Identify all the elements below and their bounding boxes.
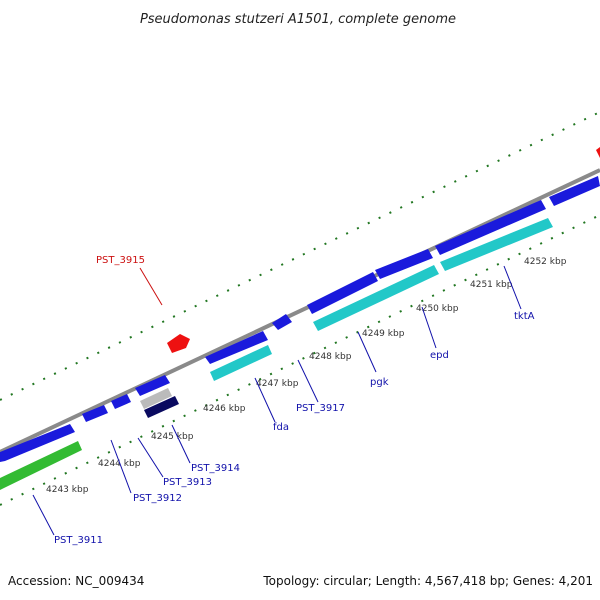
- cds-cyan-feature[interactable]: [313, 265, 439, 331]
- cds-forward-feature[interactable]: [435, 200, 546, 255]
- cds-forward-feature[interactable]: [272, 314, 292, 330]
- map-title: Pseudomonas stutzeri A1501, complete gen…: [140, 12, 456, 27]
- scale-label: 4245 kbp: [151, 432, 194, 442]
- scale-label: 4249 kbp: [362, 329, 405, 339]
- cds-red-feature[interactable]: [167, 334, 190, 353]
- gene-label-fda[interactable]: fda: [273, 422, 289, 433]
- cds-forward-feature[interactable]: [0, 424, 75, 462]
- cds-green-feature[interactable]: [0, 441, 82, 490]
- topology-text: Topology: circular; Length: 4,567,418 bp…: [262, 574, 593, 588]
- inner-tick-track: [0, 214, 600, 506]
- leader-line: [421, 306, 437, 349]
- gene-label-pst-3914[interactable]: PST_3914: [191, 463, 240, 474]
- leader-line: [503, 265, 522, 310]
- outer-tick-track: [0, 111, 600, 401]
- leader-line: [139, 267, 163, 306]
- scale-label: 4248 kbp: [309, 352, 352, 362]
- scale-label: 4246 kbp: [203, 404, 246, 414]
- leader-line: [110, 439, 132, 494]
- gene-label-pst-3917[interactable]: PST_3917: [296, 403, 345, 414]
- scale-label: 4252 kbp: [524, 257, 567, 267]
- cds-red-feature[interactable]: [596, 147, 600, 158]
- cds-forward-feature[interactable]: [205, 331, 268, 364]
- leader-line: [254, 377, 276, 423]
- gene-label-epd[interactable]: epd: [430, 350, 449, 361]
- gene-label-pst-3915[interactable]: PST_3915: [96, 255, 145, 266]
- cds-forward-feature[interactable]: [135, 375, 170, 396]
- gene-label-pst-3912[interactable]: PST_3912: [133, 493, 182, 504]
- leader-line: [297, 359, 319, 403]
- cds-forward-feature[interactable]: [307, 272, 378, 314]
- cds-cyan-feature[interactable]: [210, 345, 272, 381]
- accession-text: Accession: NC_009434: [8, 574, 144, 588]
- gene-label-pst-3913[interactable]: PST_3913: [163, 477, 212, 488]
- cds-forward-feature[interactable]: [111, 394, 131, 409]
- cds-forward-feature[interactable]: [82, 405, 108, 422]
- gene-label-pst-3911[interactable]: PST_3911: [54, 535, 103, 546]
- leader-line: [171, 424, 191, 464]
- scale-label: 4250 kbp: [416, 304, 459, 314]
- scale-label: 4251 kbp: [470, 280, 513, 290]
- scale-label: 4244 kbp: [98, 459, 141, 469]
- cds-grey-feature[interactable]: [140, 388, 172, 409]
- leader-line: [137, 437, 164, 478]
- cds-forward-feature[interactable]: [375, 249, 433, 279]
- gene-label-pgk[interactable]: pgk: [370, 377, 389, 388]
- genome-backbone: [0, 168, 600, 454]
- leader-line: [32, 494, 55, 536]
- cds-forward-feature[interactable]: [549, 176, 600, 206]
- scale-label: 4247 kbp: [256, 379, 299, 389]
- leader-line: [357, 331, 377, 373]
- cds-navy-feature[interactable]: [144, 396, 179, 418]
- gene-label-tkta[interactable]: tktA: [514, 311, 535, 322]
- scale-label: 4243 kbp: [46, 485, 89, 495]
- cds-cyan-feature[interactable]: [440, 218, 553, 271]
